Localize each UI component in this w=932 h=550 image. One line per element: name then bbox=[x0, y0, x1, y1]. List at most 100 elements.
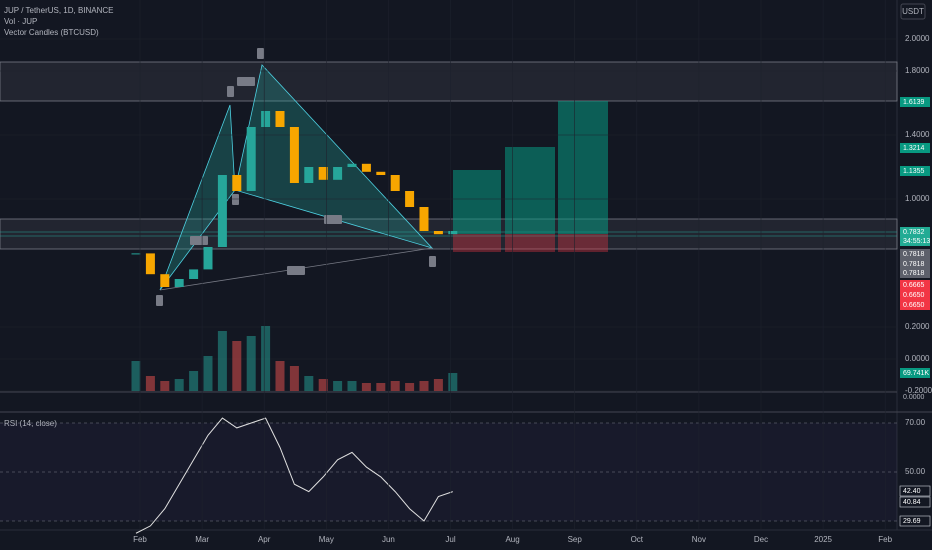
price-badge-label: 0.7832 bbox=[903, 229, 925, 236]
time-tick-label: 2025 bbox=[814, 535, 832, 544]
price-badge bbox=[900, 236, 930, 246]
price-badge bbox=[900, 290, 930, 300]
price-badge-label: 0.6665 bbox=[903, 282, 925, 289]
candle bbox=[275, 111, 285, 127]
volume-title: Vol · JUP bbox=[4, 17, 37, 26]
volume-bar bbox=[261, 326, 271, 391]
candle bbox=[246, 127, 256, 191]
price-badge-label: 69.741K bbox=[903, 370, 929, 377]
target-box bbox=[453, 170, 501, 234]
price-badge-label: 1.1355 bbox=[903, 168, 925, 175]
volume-bar bbox=[318, 379, 328, 391]
ratio-label bbox=[190, 236, 208, 245]
volume-bar bbox=[361, 383, 371, 391]
time-tick-label: Dec bbox=[754, 535, 768, 544]
price-badge bbox=[900, 280, 930, 290]
stop-box bbox=[453, 234, 501, 252]
point-label bbox=[232, 194, 239, 205]
candle bbox=[433, 231, 443, 235]
volume-bar bbox=[405, 383, 415, 391]
volume-bar bbox=[333, 381, 343, 391]
price-tick-label: -0.2000 bbox=[905, 386, 932, 395]
volume-bar bbox=[174, 379, 184, 391]
volume-bar bbox=[304, 376, 314, 391]
point-label bbox=[227, 86, 234, 97]
stop-box bbox=[505, 234, 555, 252]
volume-bar bbox=[419, 381, 429, 391]
time-tick-label: Jun bbox=[382, 535, 395, 544]
price-badge-label: 0.7818 bbox=[903, 270, 925, 277]
volume-bar bbox=[203, 356, 213, 391]
time-tick-label: Feb bbox=[878, 535, 892, 544]
rsi-badge-label: 42.40 bbox=[903, 488, 921, 495]
volume-bar bbox=[217, 331, 227, 391]
price-badge-label: 34:55:13 bbox=[903, 238, 930, 245]
candle bbox=[318, 167, 328, 180]
price-badge-label: 0.6650 bbox=[903, 302, 925, 309]
point-label bbox=[429, 256, 436, 267]
price-badge bbox=[900, 259, 930, 269]
rsi-line bbox=[135, 417, 453, 534]
ratio-label bbox=[324, 215, 342, 224]
rsi-badge bbox=[899, 496, 931, 508]
time-tick-label: Jul bbox=[445, 535, 455, 544]
price-badge-label: 0.7818 bbox=[903, 261, 925, 268]
time-tick-label: Sep bbox=[568, 535, 583, 544]
rsi-tick-label: 50.00 bbox=[905, 467, 926, 476]
ratio-label bbox=[287, 266, 305, 275]
resistance-zone bbox=[0, 61, 898, 102]
candle bbox=[131, 253, 141, 255]
volume-bar bbox=[448, 373, 458, 391]
rsi-title: RSI (14, close) bbox=[4, 419, 57, 428]
candle bbox=[376, 171, 386, 175]
price-tick-label: 1.8000 bbox=[905, 66, 930, 75]
price-tick-label: 0.0000 bbox=[905, 354, 930, 363]
candle bbox=[203, 247, 213, 270]
candle bbox=[390, 175, 400, 191]
rsi-badge-label: 40.84 bbox=[903, 499, 921, 506]
time-tick-label: Mar bbox=[195, 535, 209, 544]
target-box bbox=[505, 147, 555, 234]
candle bbox=[261, 111, 271, 127]
volume-bar bbox=[376, 383, 386, 391]
price-tick-label: 1.4000 bbox=[905, 130, 930, 139]
price-badge-label: 1.3214 bbox=[903, 145, 925, 152]
price-badge bbox=[900, 166, 930, 176]
price-badge bbox=[900, 368, 930, 378]
candle bbox=[189, 269, 199, 279]
point-label bbox=[257, 48, 264, 59]
time-tick-label: Aug bbox=[505, 535, 519, 544]
price-badge bbox=[900, 249, 930, 259]
candle bbox=[333, 167, 343, 180]
price-badge bbox=[900, 143, 930, 153]
time-tick-label: Apr bbox=[258, 535, 271, 544]
candle bbox=[448, 231, 458, 235]
candle bbox=[347, 163, 357, 167]
price-badge bbox=[900, 300, 930, 310]
currency-button[interactable] bbox=[900, 3, 926, 20]
price-badge bbox=[900, 268, 930, 278]
rsi-tick-label: 70.00 bbox=[905, 418, 926, 427]
point-label bbox=[156, 295, 163, 306]
ratio-label bbox=[237, 77, 255, 86]
volume-bar bbox=[145, 376, 155, 391]
volume-bar bbox=[275, 361, 285, 391]
volume-bar bbox=[347, 381, 357, 391]
candle bbox=[405, 191, 415, 207]
candle bbox=[304, 167, 314, 183]
indicator-title: Vector Candles (BTCUSD) bbox=[4, 28, 99, 37]
candle bbox=[361, 163, 371, 172]
rsi-badge bbox=[899, 515, 931, 527]
price-badge-label: 0.6650 bbox=[903, 292, 925, 299]
candle bbox=[232, 175, 242, 191]
price-badge-label: 0.7818 bbox=[903, 251, 925, 258]
rsi-band bbox=[0, 423, 897, 521]
time-tick-label: Nov bbox=[692, 535, 706, 544]
target-box bbox=[558, 101, 608, 234]
volume-bar bbox=[232, 341, 242, 391]
price-badge-label: 1.6139 bbox=[903, 99, 925, 106]
volume-bar bbox=[246, 336, 256, 391]
currency-label: USDT bbox=[902, 7, 924, 16]
candle bbox=[174, 279, 184, 287]
